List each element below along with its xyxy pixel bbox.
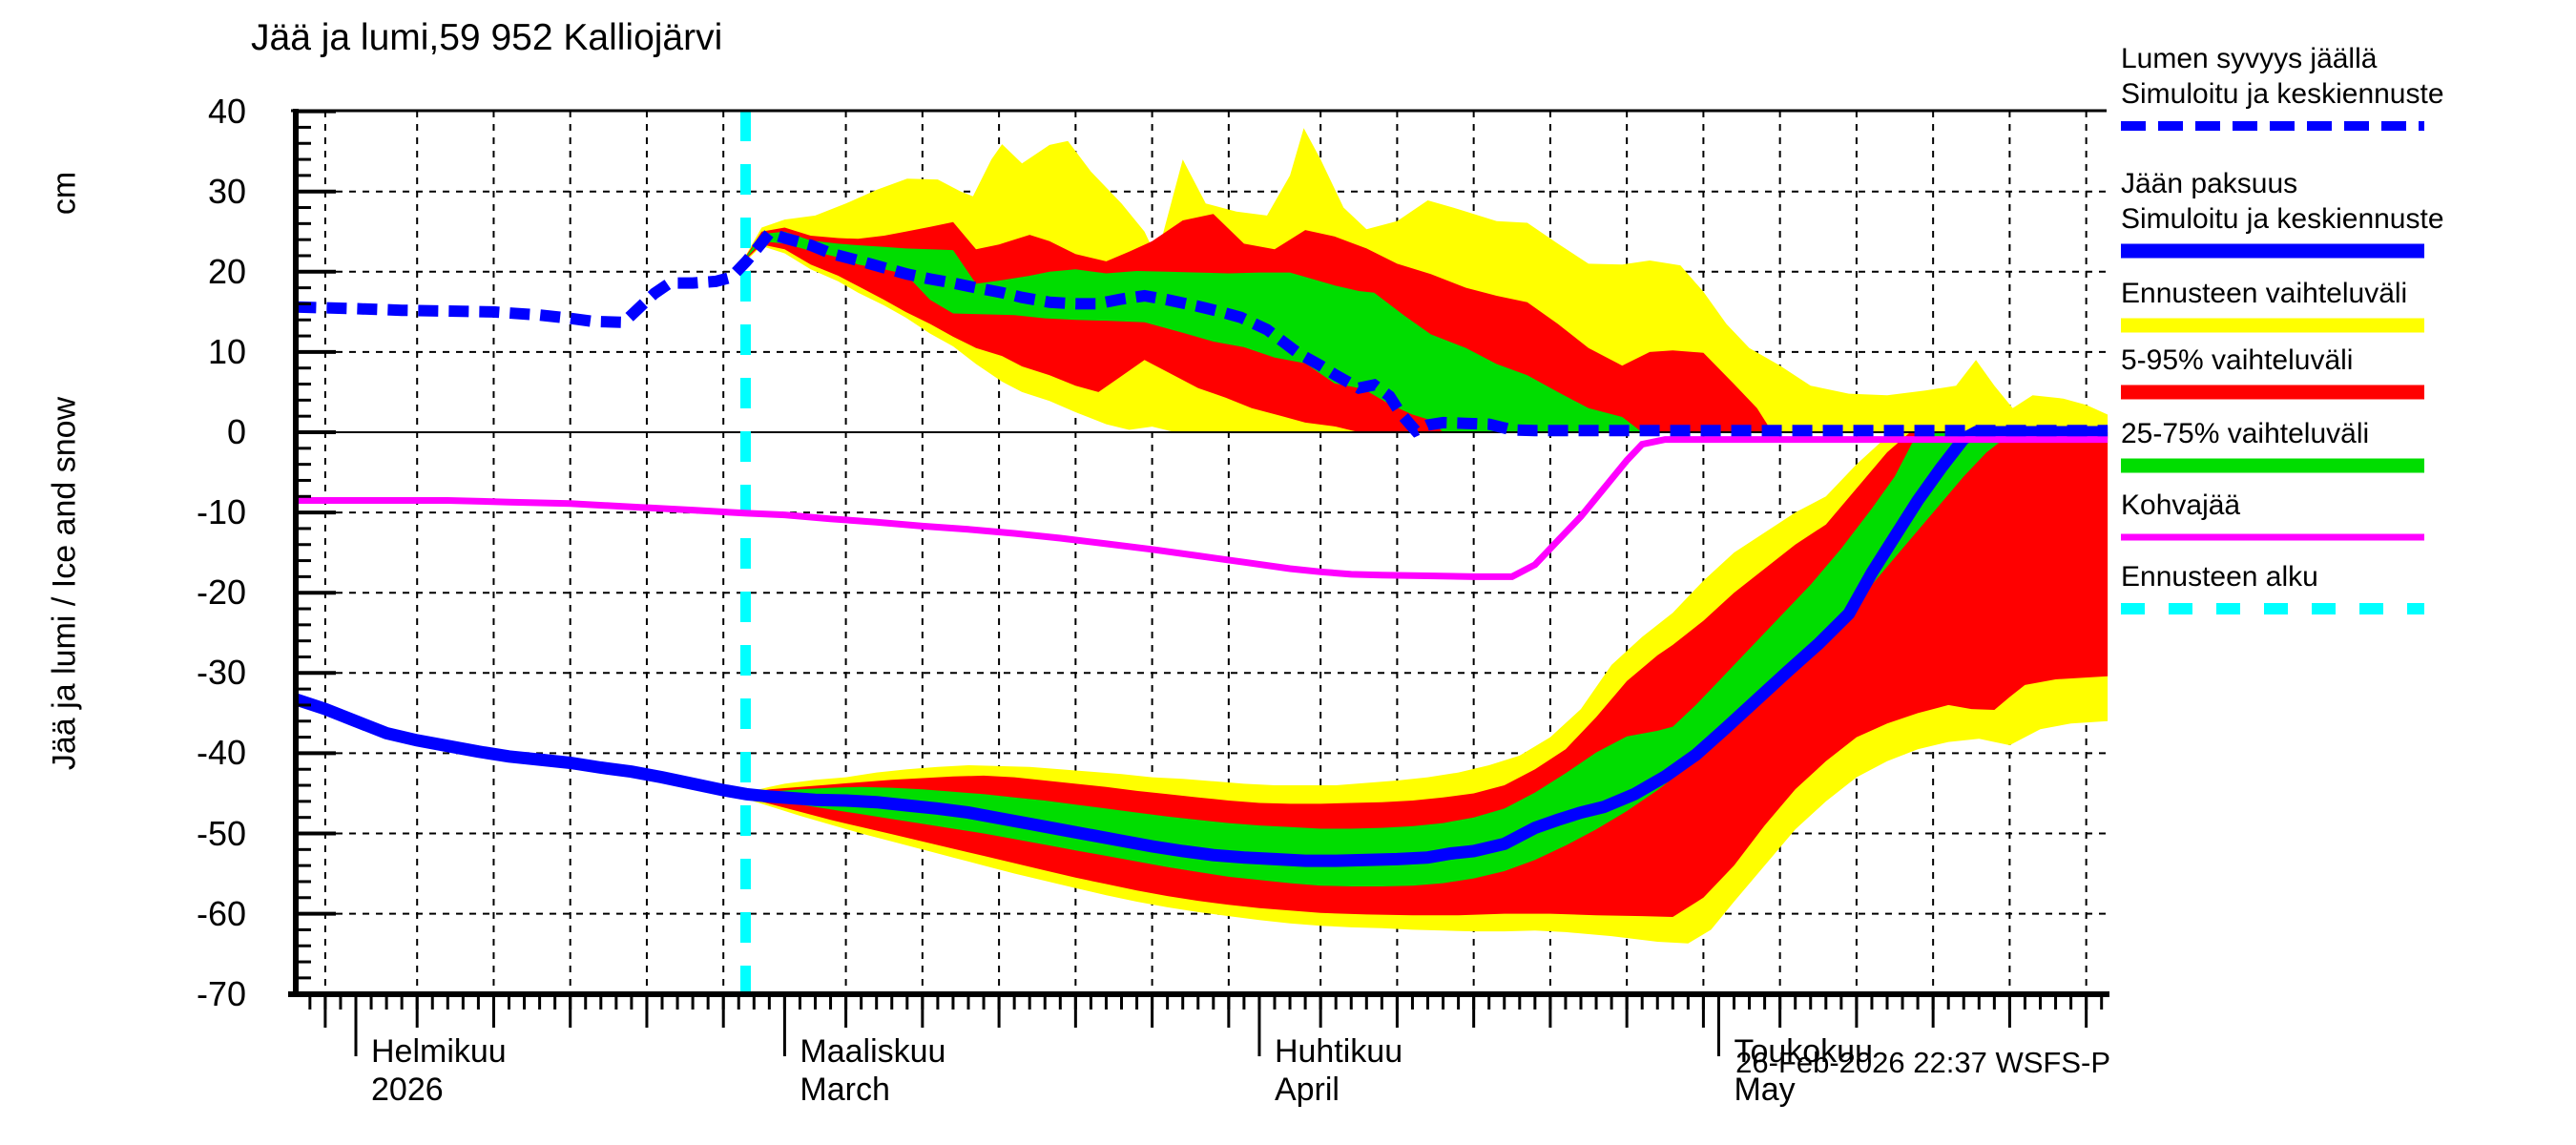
month-label-fi: Maaliskuu bbox=[800, 1033, 946, 1070]
legend-label: 25-75% vaihteluväli bbox=[2121, 418, 2370, 449]
legend-label: Simuloitu ja keskiennuste bbox=[2121, 203, 2444, 235]
legend-label: Ennusteen vaihteluväli bbox=[2121, 278, 2408, 309]
y-tick-label-30: 30 bbox=[207, 171, 246, 211]
month-label-sub: March bbox=[800, 1072, 890, 1108]
y-tick-label--10: -10 bbox=[196, 492, 246, 532]
legend-sample-yellow bbox=[2121, 318, 2424, 333]
month-label-toukokuu: Toukokuu May bbox=[1734, 1032, 1873, 1109]
ice-band-5-95 bbox=[745, 432, 2109, 917]
y-axis-label: Jää ja lumi / Ice and snow bbox=[46, 396, 83, 771]
kohvajaa-line bbox=[296, 436, 2109, 580]
y-tick-label--30: -30 bbox=[196, 653, 246, 693]
y-tick-label-20: 20 bbox=[207, 251, 246, 291]
y-tick-label--40: -40 bbox=[196, 733, 246, 773]
month-label-fi: Huhtikuu bbox=[1274, 1033, 1403, 1070]
legend: Lumen syvyys jäällä Simuloitu ja keskienn… bbox=[2121, 0, 2569, 668]
legend-sample-blue bbox=[2121, 121, 2424, 131]
legend-label: Simuloitu ja keskiennuste bbox=[2121, 78, 2444, 110]
y-tick-label-0: 0 bbox=[226, 412, 246, 451]
snow-depth-line bbox=[296, 226, 2109, 438]
month-label-sub: 2026 bbox=[371, 1072, 444, 1108]
legend-sample-red bbox=[2121, 385, 2424, 400]
y-axis-unit: cm bbox=[46, 171, 83, 216]
legend-sample-cyan bbox=[2121, 603, 2424, 614]
y-tick-label--60: -60 bbox=[196, 893, 246, 933]
y-axis-spine bbox=[293, 109, 299, 996]
y-tick-label-10: 10 bbox=[207, 331, 246, 371]
legend-label: Jään paksuus bbox=[2121, 168, 2298, 199]
month-label-helmikuu: Helmikuu 2026 bbox=[371, 1032, 507, 1109]
y-tick-label--20: -20 bbox=[196, 572, 246, 613]
legend-sample-blue bbox=[2121, 243, 2424, 259]
month-label-fi: Helmikuu bbox=[371, 1033, 507, 1070]
timestamp: 26-Feb-2026 22:37 WSFS-P bbox=[1735, 1046, 2110, 1079]
y-tick-label--50: -50 bbox=[196, 813, 246, 853]
y-tick-label-40: 40 bbox=[207, 91, 246, 131]
legend-label: 5-95% vaihteluväli bbox=[2121, 344, 2354, 376]
ice-thickness-line bbox=[294, 426, 2109, 867]
legend-label: Ennusteen alku bbox=[2121, 561, 2318, 593]
month-label-fi: Toukokuu bbox=[1734, 1033, 1873, 1070]
y-tick-label--70: -70 bbox=[196, 973, 246, 1013]
month-label-maaliskuu: Maaliskuu March bbox=[800, 1032, 945, 1109]
month-label-sub: April bbox=[1274, 1072, 1340, 1108]
page-title: Jää ja lumi,59 952 Kalliojärvi bbox=[251, 17, 723, 58]
month-label-huhtikuu: Huhtikuu April bbox=[1275, 1032, 1402, 1109]
snow-band-25-75 bbox=[745, 231, 2109, 432]
snow-band-5-95 bbox=[745, 214, 2109, 432]
month-label-sub: May bbox=[1734, 1072, 1796, 1108]
legend-label: Lumen syvyys jäällä bbox=[2121, 43, 2378, 74]
legend-sample-magenta bbox=[2121, 533, 2424, 541]
legend-label: Kohvajää bbox=[2121, 489, 2241, 521]
x-axis-spine bbox=[288, 991, 2109, 997]
legend-sample-green bbox=[2121, 458, 2424, 473]
